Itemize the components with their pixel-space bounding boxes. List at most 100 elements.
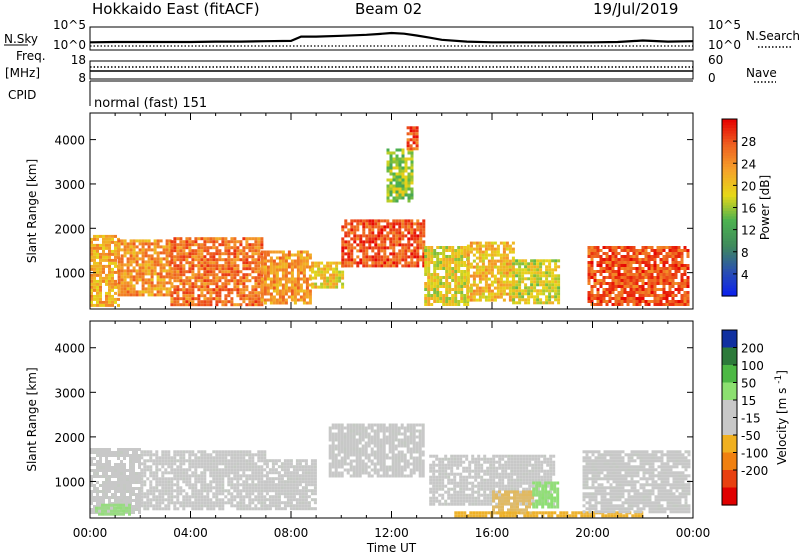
- power-cell-5: [365, 237, 369, 241]
- velocity-cell-4: [397, 426, 401, 430]
- velocity-cell-1: [251, 474, 255, 478]
- velocity-cell-1: [230, 486, 234, 490]
- power-cell-6: [448, 291, 452, 294]
- power-cell-5: [404, 228, 408, 232]
- velocity-cell-4: [385, 438, 389, 442]
- velocity-cell-0: [90, 478, 93, 481]
- power-cell-10: [407, 157, 411, 161]
- velocity-cell-1: [146, 504, 150, 508]
- velocity-cell-1: [143, 504, 147, 508]
- power-cell-2: [191, 258, 195, 262]
- power-cell-5: [380, 237, 384, 241]
- velocity-cell-4: [376, 468, 380, 472]
- power-cell-8: [533, 301, 537, 305]
- power-cell-2: [170, 291, 174, 295]
- velocity-cell-1: [239, 504, 243, 508]
- velocity-cell-3: [295, 504, 299, 508]
- power-cell-9: [602, 282, 606, 285]
- power-cell-9: [605, 264, 609, 267]
- velocity-cell-1: [140, 504, 144, 508]
- velocity-cell-3: [271, 498, 275, 502]
- power-cell-9: [617, 285, 621, 288]
- velocity-cell-4: [352, 453, 356, 457]
- power-cell-6: [460, 246, 464, 249]
- power-cell-0: [93, 294, 96, 298]
- power-cell-2: [254, 261, 258, 265]
- velocity-cell-0: [126, 484, 129, 487]
- power-cell-3: [269, 250, 273, 254]
- power-cell-7: [472, 289, 476, 293]
- power-cell-7: [505, 259, 509, 263]
- power-cell-4: [335, 276, 339, 280]
- power-cell-3: [293, 283, 297, 287]
- power-cell-0: [108, 285, 111, 289]
- velocity-cell-0: [114, 490, 117, 493]
- velocity-cell-4: [406, 429, 410, 433]
- power-cell-2: [242, 261, 246, 265]
- velocity-cell-1: [182, 507, 186, 511]
- power-cell-9: [641, 288, 645, 291]
- power-cell-5: [422, 225, 426, 229]
- power-cell-7: [472, 283, 476, 287]
- velocity-cell-0: [123, 478, 126, 481]
- power-cell-2: [188, 261, 192, 265]
- power-cell-2: [197, 249, 201, 253]
- power-cell-2: [257, 249, 261, 253]
- power-ytick-label-1000: 1000: [54, 267, 85, 281]
- power-cell-1: [159, 281, 163, 285]
- power-cell-5: [362, 234, 366, 238]
- velocity-cell-1: [152, 489, 156, 493]
- power-cell-5: [341, 261, 345, 265]
- velocity-cell-4: [400, 459, 404, 463]
- power-cell-2: [209, 291, 213, 295]
- power-cell-2: [194, 249, 198, 253]
- power-cell-2: [233, 252, 237, 256]
- velocity-cell-1: [191, 486, 195, 490]
- power-cell-5: [395, 219, 399, 223]
- velocity-cell-1: [152, 504, 156, 508]
- power-cell-9: [641, 300, 645, 303]
- velocity-cell-3: [286, 504, 290, 508]
- velocity-cell-1: [158, 492, 162, 496]
- velocity-cell-3: [274, 498, 278, 502]
- power-cell-9: [683, 294, 687, 297]
- power-cell-0: [111, 270, 114, 274]
- power-cell-2: [233, 288, 237, 292]
- power-cell-5: [401, 252, 405, 256]
- velocity-cell-0: [129, 469, 132, 472]
- power-cell-9: [671, 246, 675, 249]
- power-cell-9: [611, 270, 615, 273]
- power-cell-9: [650, 258, 654, 261]
- power-cell-6: [454, 261, 458, 264]
- power-cell-9: [677, 291, 681, 294]
- power-cell-2: [230, 303, 234, 307]
- power-cell-2: [257, 279, 261, 283]
- power-cell-3: [296, 271, 300, 275]
- power-cell-9: [638, 279, 642, 282]
- power-cell-2: [194, 237, 198, 241]
- power-cell-10: [401, 175, 405, 179]
- power-cell-5: [404, 258, 408, 262]
- velocity-cell-4: [340, 438, 344, 442]
- power-cell-2: [221, 273, 225, 277]
- velocity-cell-1: [188, 459, 192, 463]
- velocity-cell-1: [251, 456, 255, 460]
- power-cell-6: [424, 252, 428, 255]
- velocity-cell-3: [307, 483, 311, 487]
- power-cell-6: [463, 285, 467, 288]
- power-cell-2: [173, 240, 177, 244]
- power-cell-5: [410, 237, 414, 241]
- power-cell-9: [650, 294, 654, 297]
- power-cell-5: [389, 252, 393, 256]
- velocity-cell-2: [113, 506, 116, 510]
- power-cell-2: [224, 246, 228, 250]
- power-cell-10: [392, 199, 396, 203]
- power-cell-2: [245, 264, 249, 268]
- power-cell-0: [96, 297, 99, 301]
- velocity-cell-1: [245, 477, 249, 481]
- power-cell-3: [278, 301, 282, 305]
- power-cell-9: [614, 288, 618, 291]
- power-cell-2: [236, 273, 240, 277]
- velocity-cell-0: [138, 475, 141, 478]
- velocity-cell-0: [123, 490, 126, 493]
